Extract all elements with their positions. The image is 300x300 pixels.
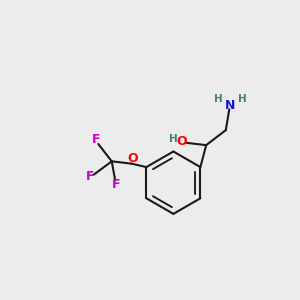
Text: F: F	[92, 133, 101, 146]
Text: H: H	[238, 94, 246, 104]
Text: H: H	[169, 134, 178, 144]
Text: O: O	[176, 135, 187, 148]
Text: F: F	[86, 170, 94, 183]
Text: N: N	[225, 99, 236, 112]
Text: F: F	[112, 178, 121, 191]
Text: O: O	[127, 152, 138, 165]
Text: H: H	[214, 94, 223, 104]
